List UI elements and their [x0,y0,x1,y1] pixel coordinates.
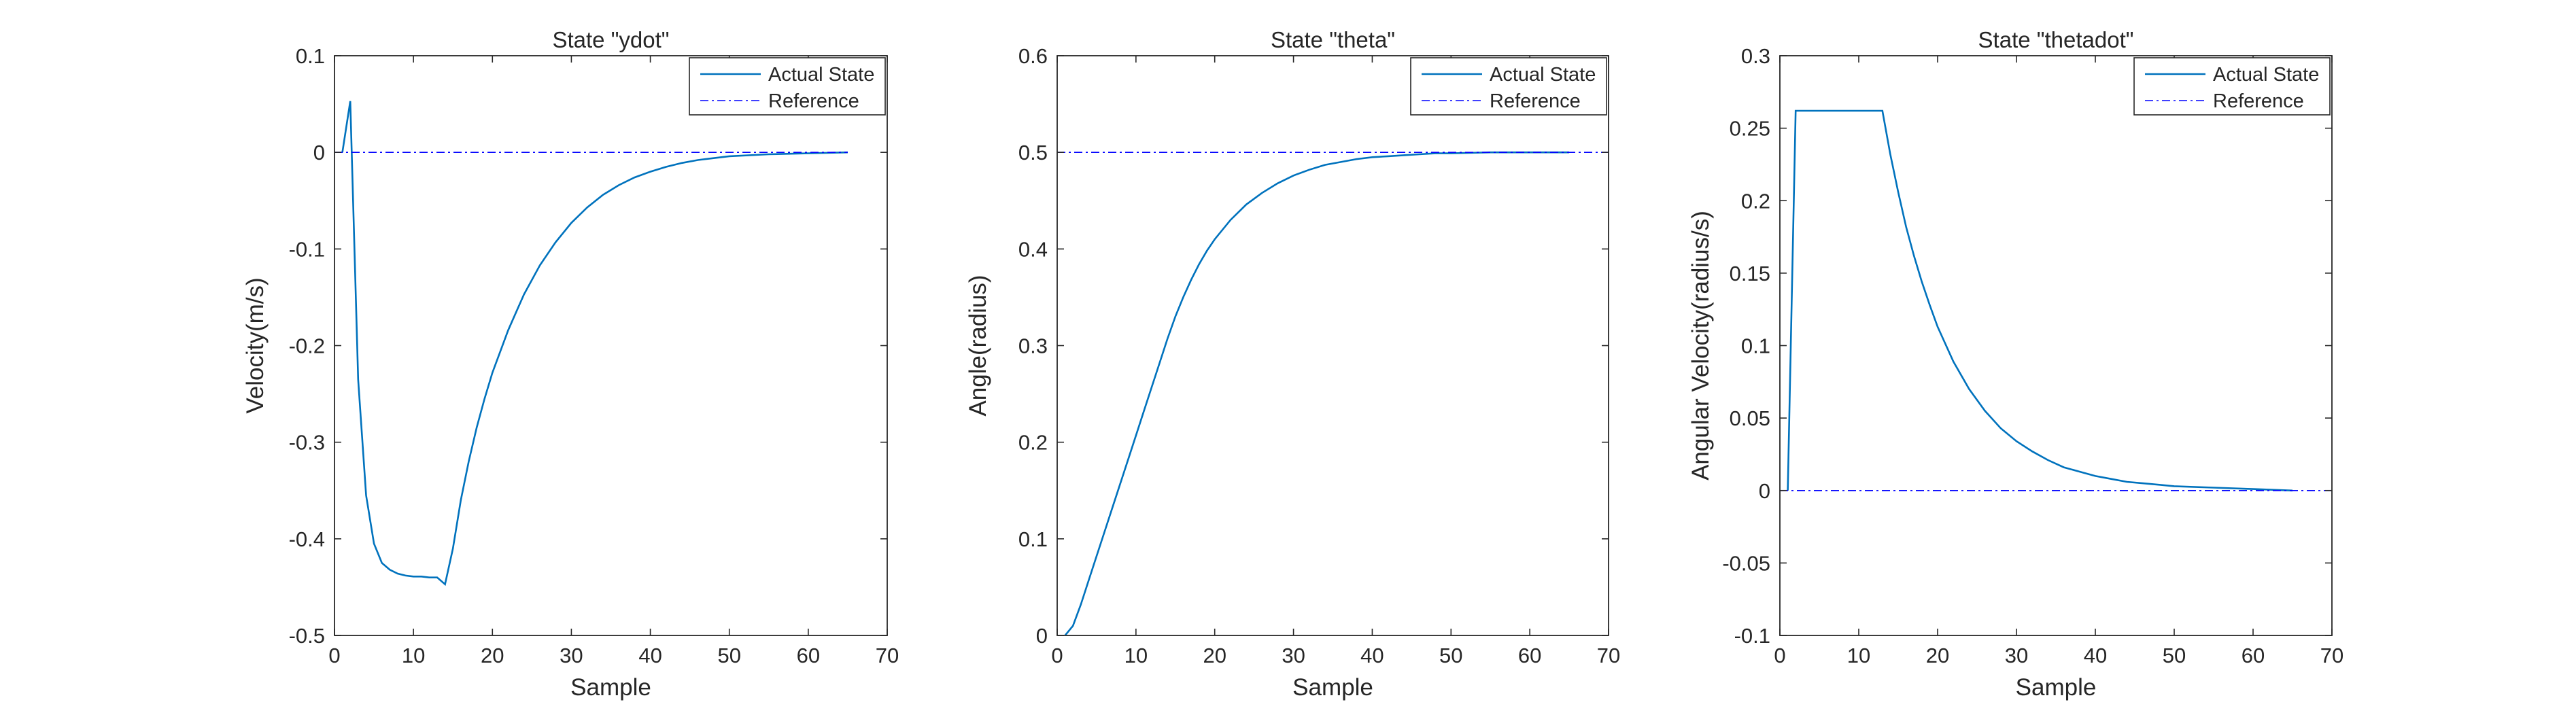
x-tick-label: 70 [1597,644,1620,667]
actual-state-line [341,101,848,587]
x-tick-label: 60 [1518,644,1541,667]
legend-entry-label: Reference [1490,90,1581,112]
legend-box [2133,57,2331,116]
x-tick-label: 40 [2084,644,2107,667]
x-tick-label: 20 [1203,644,1226,667]
y-tick-label: -0.2 [289,334,325,358]
x-tick-label: 30 [560,644,583,667]
y-tick-label: -0.5 [289,624,325,648]
y-tick-label: 0.3 [1741,44,1770,68]
y-tick-label: 0 [1759,479,1770,503]
y-axis-label: Velocity(m/s) [242,277,269,413]
y-tick-label: 0.05 [1730,406,1770,430]
x-axis-label: Sample [570,674,651,701]
y-tick-label: 0 [1036,624,1048,648]
x-tick-label: 10 [402,644,425,667]
legend-entry-label: Reference [768,90,859,112]
x-axis-label: Sample [1292,674,1373,701]
x-tick-label: 60 [2242,644,2265,667]
chart-title: State "theta" [1271,27,1395,52]
y-tick-label: 0.6 [1018,44,1048,68]
x-tick-label: 70 [876,644,899,667]
y-axis-label: Angle(radius) [965,275,991,416]
y-tick-label: 0.1 [296,44,325,68]
x-tick-label: 30 [2005,644,2028,667]
x-tick-label: 10 [1847,644,1870,667]
y-tick-label: -0.1 [1734,624,1770,648]
y-tick-label: -0.4 [289,527,325,551]
legend-box [1410,57,1607,116]
y-tick-label: 0.1 [1741,334,1770,358]
y-tick-label: 0.2 [1018,431,1048,455]
y-tick-label: 0.1 [1018,527,1048,551]
x-tick-label: 20 [481,644,504,667]
x-tick-label: 40 [638,644,662,667]
actual-state-line [1064,151,1570,635]
x-tick-label: 10 [1124,644,1148,667]
x-tick-label: 60 [797,644,820,667]
x-tick-label: 40 [1360,644,1384,667]
subplot-2: 0 10 20 30 40 50 60 70 0 0.1 0.2 0.3 0.4 0.5 0.6 State … [965,27,1620,701]
legend-entry-label: Reference [2213,90,2304,112]
x-tick-label: 0 [328,644,340,667]
x-axis-label: Sample [2016,674,2097,701]
x-tick-label: 50 [1439,644,1462,667]
legend: Actual State Reference [1410,57,1607,116]
y-axis-label: Angular Velocity(radius/s) [1687,211,1714,480]
x-tick-label: 0 [1774,644,1785,667]
y-tick-label: 0.3 [1018,334,1048,358]
legend-entry-label: Actual State [2213,64,2319,86]
legend-box [689,57,886,116]
y-tick-label: 0.2 [1741,189,1770,213]
axes-box [334,55,888,636]
x-tick-label: 0 [1051,644,1063,667]
axes-box [1057,55,1609,636]
y-tick-label: 0 [313,141,325,164]
chart-title: State "thetadot" [1978,27,2134,52]
y-tick-label: 0.25 [1730,117,1770,141]
y-tick-label: 0.15 [1730,262,1770,285]
y-tick-label: -0.1 [289,237,325,261]
x-tick-label: 50 [717,644,740,667]
chart-title: State "ydot" [552,27,669,52]
x-tick-label: 20 [1926,644,1949,667]
subplot-3: 0 10 20 30 40 50 60 70 -0.1 -0.05 0 0.05 0.1 0.15 0.2 0… [1687,27,2343,701]
x-tick-label: 30 [1282,644,1305,667]
x-tick-label: 70 [2320,644,2343,667]
legend: Actual State Reference [689,57,886,116]
y-tick-label: 0.4 [1018,237,1048,261]
legend-entry-label: Actual State [768,64,874,86]
legend-entry-label: Actual State [1490,64,1596,86]
y-tick-label: -0.3 [289,431,325,455]
axes-box [1779,55,2333,636]
y-tick-label: -0.05 [1722,551,1770,575]
x-tick-label: 50 [2163,644,2186,667]
actual-state-line [1787,109,2293,492]
y-tick-label: 0.5 [1018,141,1048,164]
legend: Actual State Reference [2133,57,2331,116]
subplot-1: 0 10 20 30 40 50 60 70 -0.5 -0.4 -0.3 -0.2 -0.1 0 0.1 S… [242,27,899,701]
